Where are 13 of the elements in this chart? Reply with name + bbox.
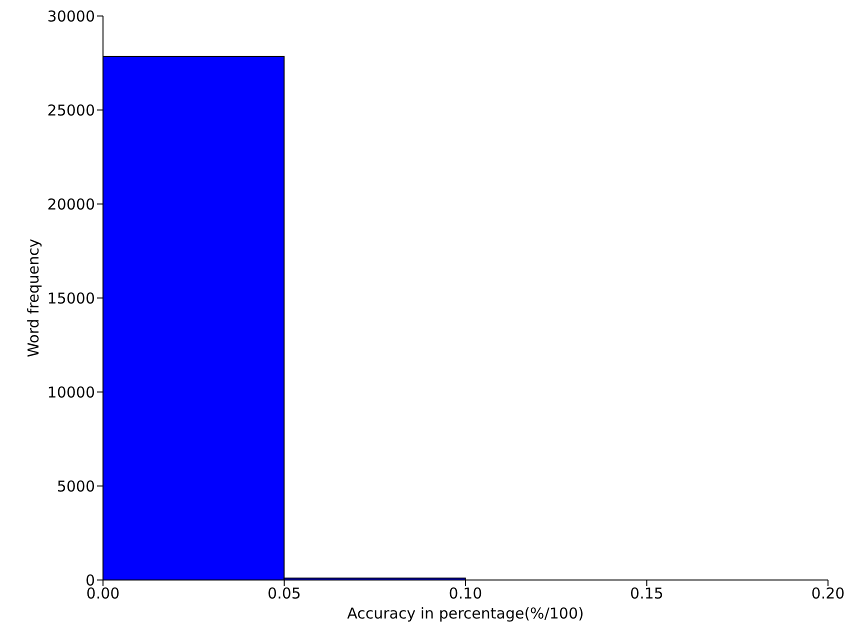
y-axis-title: Word frequency xyxy=(24,238,42,358)
x-tick-label: 0.00 xyxy=(86,584,120,603)
x-tick-label: 0.20 xyxy=(811,584,845,603)
x-tick-label: 0.15 xyxy=(630,584,664,603)
y-tick-label: 25000 xyxy=(47,101,95,120)
x-tick-label: 0.05 xyxy=(268,584,301,603)
y-tick-label: 30000 xyxy=(47,7,95,26)
x-axis-title: Accuracy in percentage(%/100) xyxy=(347,604,584,623)
x-tick-label: 0.10 xyxy=(448,584,482,603)
y-tick-label: 5000 xyxy=(56,477,95,496)
y-tick-label: 15000 xyxy=(47,289,95,308)
y-tick-label: 20000 xyxy=(47,195,95,214)
y-tick-label: 10000 xyxy=(47,383,95,402)
